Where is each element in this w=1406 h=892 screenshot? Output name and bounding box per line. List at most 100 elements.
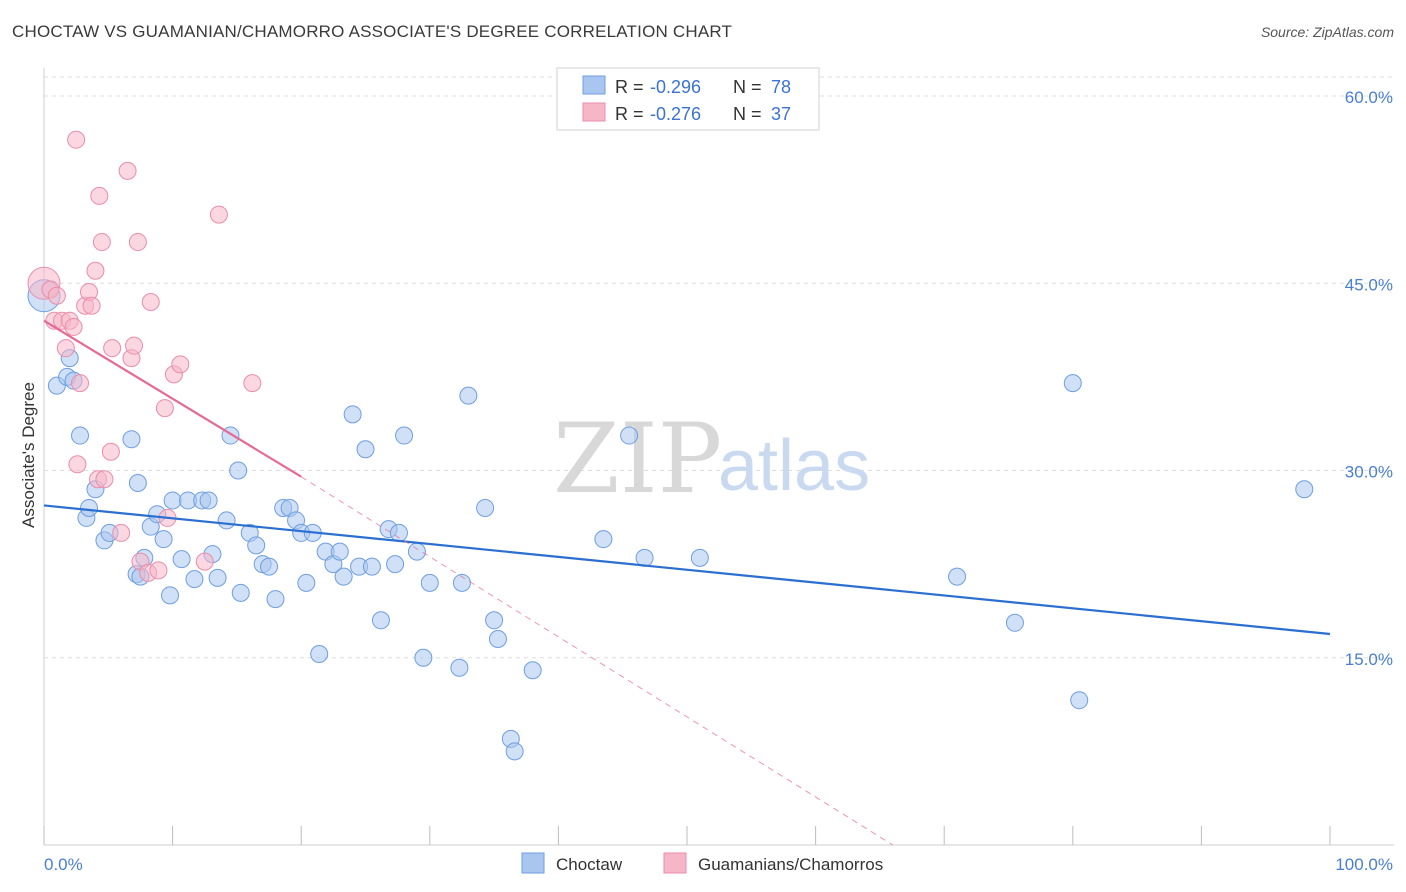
bottom-legend-swatch-guam (663, 852, 687, 874)
source-label: Source: ZipAtlas.com (1260, 24, 1394, 40)
choctaw-point (523, 661, 542, 680)
choctaw-point (488, 630, 507, 649)
choctaw-point (266, 590, 285, 609)
choctaw-point (122, 430, 141, 449)
choctaw-point (386, 555, 405, 574)
guam-point (67, 130, 86, 149)
bottom-legend-swatch-choctaw (521, 852, 545, 874)
legend-r-value-2: -0.276 (650, 104, 701, 124)
guam-point (118, 161, 137, 180)
choctaw-point (690, 548, 709, 567)
choctaw-point (356, 440, 375, 459)
y-tick-label: 45.0% (1345, 275, 1393, 294)
y-tick-label: 30.0% (1345, 463, 1393, 482)
choctaw-point (334, 567, 353, 586)
bottom-legend-guam: Guamanians/Chamorros (698, 855, 883, 874)
legend-n-value-2: 37 (771, 104, 791, 124)
choctaw-point (948, 567, 967, 586)
axis-layer: 15.0% 30.0% 45.0% 60.0% 0.0% 100.0% (43, 68, 1394, 874)
choctaw-point (1005, 613, 1024, 632)
choctaw-trend-line (43, 504, 1331, 636)
guam-point (82, 296, 101, 315)
choctaw-point (161, 586, 180, 605)
legend-swatch-guam (582, 102, 606, 122)
choctaw-point (343, 405, 362, 424)
legend-n-label-1: N = (733, 77, 762, 97)
guam-point (112, 523, 131, 542)
guam-trend-extension (300, 476, 894, 846)
choctaw-point (371, 611, 390, 630)
guam-point (64, 317, 83, 336)
guam-point (195, 552, 214, 571)
choctaw-point (310, 645, 329, 664)
choctaw-point (1070, 691, 1089, 710)
guam-point (101, 442, 120, 461)
choctaw-point (208, 568, 227, 587)
choctaw-point (476, 498, 495, 517)
y-tick-label: 15.0% (1345, 650, 1393, 669)
guam-point (47, 286, 66, 305)
choctaw-point (594, 530, 613, 549)
y-axis-label: Associate's Degree (19, 382, 38, 528)
choctaw-point (485, 611, 504, 630)
watermark-zip: ZIP (553, 403, 722, 515)
y-tick-label: 60.0% (1345, 88, 1393, 107)
choctaw-point (71, 426, 90, 445)
guam-point (209, 205, 228, 224)
choctaw-point (217, 511, 236, 530)
choctaw-point (172, 550, 191, 569)
guam-point (149, 561, 168, 580)
guam-point (103, 339, 122, 358)
choctaw-point (389, 523, 408, 542)
x-tick-label: 0.0% (44, 855, 83, 874)
choctaw-point (362, 557, 381, 576)
choctaw-point (297, 573, 316, 592)
choctaw-point (199, 491, 218, 510)
choctaw-point (459, 386, 478, 405)
choctaw-point (1063, 374, 1082, 393)
choctaw-point (452, 573, 471, 592)
choctaw-point (407, 542, 426, 561)
guam-point (71, 374, 90, 393)
choctaw-point (260, 557, 279, 576)
choctaw-point (128, 473, 147, 492)
choctaw-point (154, 530, 173, 549)
chart-title: CHOCTAW VS GUAMANIAN/CHAMORRO ASSOCIATE'… (12, 22, 733, 41)
legend-r-label-2: R = (615, 104, 644, 124)
choctaw-point (330, 542, 349, 561)
guam-point (92, 233, 111, 252)
guam-point (68, 455, 87, 474)
choctaw-point (414, 648, 433, 667)
choctaw-point (247, 536, 266, 555)
guam-point (155, 399, 174, 418)
guam-point (95, 470, 114, 489)
bottom-legend: Choctaw Guamanians/Chamorros (521, 852, 883, 874)
choctaw-point (420, 573, 439, 592)
guam-point (171, 355, 190, 374)
choctaw-point (229, 461, 248, 480)
choctaw-point (450, 658, 469, 677)
choctaw-point (395, 426, 414, 445)
legend-r-value-1: -0.296 (650, 77, 701, 97)
choctaw-point (505, 742, 524, 761)
legend-box: R = -0.296 N = 78 R = -0.276 N = 37 (556, 67, 820, 131)
legend-swatch-choctaw (582, 75, 606, 95)
bottom-legend-choctaw: Choctaw (556, 855, 623, 874)
guam-point (90, 186, 109, 205)
watermark-atlas: atlas (718, 426, 870, 506)
guam-trend-line (43, 319, 302, 478)
x-tick-label: 100.0% (1335, 855, 1393, 874)
grid-layer (44, 76, 1394, 659)
guam-point (56, 339, 75, 358)
choctaw-point (185, 570, 204, 589)
legend-r-label-1: R = (615, 77, 644, 97)
guam-point (86, 261, 105, 280)
guam-point (128, 233, 147, 252)
guam-point (141, 292, 160, 311)
choctaw-point (163, 491, 182, 510)
choctaw-point (1295, 480, 1314, 499)
choctaw-point (80, 498, 99, 517)
trend-layer (43, 319, 1331, 846)
legend-n-value-1: 78 (771, 77, 791, 97)
